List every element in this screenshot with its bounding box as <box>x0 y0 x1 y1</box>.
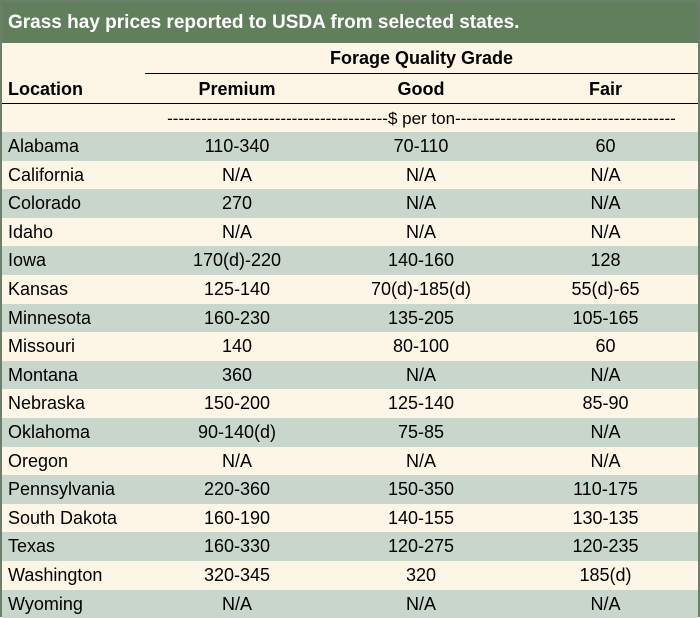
location-cell: Minnesota <box>8 304 91 333</box>
good-cell: 150-350 <box>329 475 513 504</box>
good-cell: 135-205 <box>329 304 513 333</box>
fair-cell: N/A <box>513 447 698 476</box>
good-header: Good <box>329 79 513 100</box>
premium-cell: 170(d)-220 <box>145 246 329 275</box>
premium-cell: 360 <box>145 361 329 390</box>
location-cell: South Dakota <box>8 504 117 533</box>
fair-cell: N/A <box>513 418 698 447</box>
fair-cell: 128 <box>513 246 698 275</box>
group-header: Forage Quality Grade <box>145 48 698 69</box>
location-cell: Oklahoma <box>8 418 90 447</box>
fair-cell: 120-235 <box>513 532 698 561</box>
good-cell: 320 <box>329 561 513 590</box>
premium-header: Premium <box>145 79 329 100</box>
premium-cell: 220-360 <box>145 475 329 504</box>
fair-cell: 60 <box>513 132 698 161</box>
location-cell: California <box>8 161 84 190</box>
good-cell: 70(d)-185(d) <box>329 275 513 304</box>
location-cell: Pennsylvania <box>8 475 115 504</box>
location-cell: Kansas <box>8 275 68 304</box>
good-cell: 120-275 <box>329 532 513 561</box>
premium-cell: 150-200 <box>145 389 329 418</box>
location-cell: Montana <box>8 361 78 390</box>
good-cell: N/A <box>329 218 513 247</box>
premium-cell: 90-140(d) <box>145 418 329 447</box>
header-rule <box>2 103 698 104</box>
location-cell: Oregon <box>8 447 68 476</box>
good-cell: 140-160 <box>329 246 513 275</box>
fair-cell: 185(d) <box>513 561 698 590</box>
good-cell: 140-155 <box>329 504 513 533</box>
fair-cell: N/A <box>513 189 698 218</box>
good-cell: N/A <box>329 161 513 190</box>
fair-cell: 55(d)-65 <box>513 275 698 304</box>
unit-row: ---------------------------------------$… <box>145 107 698 131</box>
fair-cell: 60 <box>513 332 698 361</box>
good-cell: N/A <box>329 590 513 618</box>
location-cell: Nebraska <box>8 389 85 418</box>
premium-cell: N/A <box>145 590 329 618</box>
premium-cell: 270 <box>145 189 329 218</box>
fair-cell: N/A <box>513 361 698 390</box>
premium-cell: N/A <box>145 447 329 476</box>
location-cell: Washington <box>8 561 102 590</box>
location-cell: Colorado <box>8 189 81 218</box>
unit-dashes-left: --------------------------------------- <box>167 109 388 128</box>
unit-dashes-right: --------------------------------------- <box>455 109 676 128</box>
premium-cell: 160-230 <box>145 304 329 333</box>
table-title: Grass hay prices reported to USDA from s… <box>2 2 698 43</box>
fair-cell: 110-175 <box>513 475 698 504</box>
location-cell: Iowa <box>8 246 46 275</box>
fair-cell: 105-165 <box>513 304 698 333</box>
premium-cell: 125-140 <box>145 275 329 304</box>
location-cell: Missouri <box>8 332 75 361</box>
fair-cell: N/A <box>513 161 698 190</box>
fair-cell: 85-90 <box>513 389 698 418</box>
group-header-rule <box>145 73 698 74</box>
location-cell: Wyoming <box>8 590 83 618</box>
location-cell: Texas <box>8 532 55 561</box>
premium-cell: 110-340 <box>145 132 329 161</box>
fair-header: Fair <box>513 79 698 100</box>
location-cell: Idaho <box>8 218 53 247</box>
good-cell: N/A <box>329 447 513 476</box>
good-cell: N/A <box>329 361 513 390</box>
good-cell: 125-140 <box>329 389 513 418</box>
good-cell: 70-110 <box>329 132 513 161</box>
premium-cell: 160-190 <box>145 504 329 533</box>
fair-cell: N/A <box>513 218 698 247</box>
unit-label: $ per ton <box>388 109 455 128</box>
location-cell: Alabama <box>8 132 79 161</box>
fair-cell: 130-135 <box>513 504 698 533</box>
good-cell: N/A <box>329 189 513 218</box>
good-cell: 75-85 <box>329 418 513 447</box>
location-header: Location <box>8 79 83 100</box>
premium-cell: 140 <box>145 332 329 361</box>
premium-cell: 160-330 <box>145 532 329 561</box>
good-cell: 80-100 <box>329 332 513 361</box>
premium-cell: 320-345 <box>145 561 329 590</box>
premium-cell: N/A <box>145 218 329 247</box>
premium-cell: N/A <box>145 161 329 190</box>
fair-cell: N/A <box>513 590 698 618</box>
